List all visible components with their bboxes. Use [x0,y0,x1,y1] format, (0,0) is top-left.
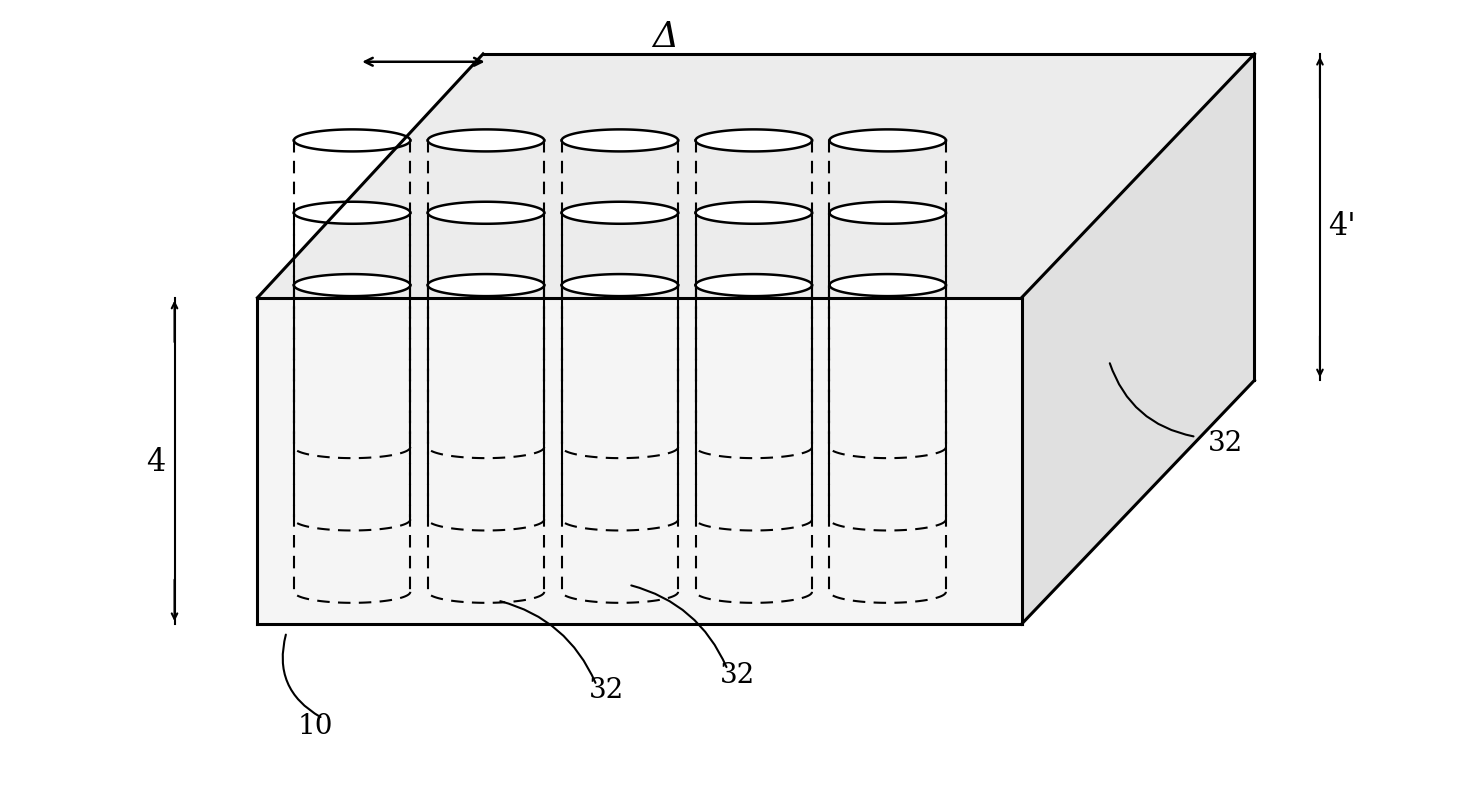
Polygon shape [294,129,411,151]
Text: 10: 10 [298,713,333,740]
Polygon shape [428,129,543,151]
Polygon shape [257,298,1021,624]
Polygon shape [695,129,812,151]
Polygon shape [830,274,945,296]
Polygon shape [561,129,678,151]
Polygon shape [428,274,543,296]
Text: 4: 4 [146,447,165,478]
Polygon shape [561,202,678,224]
Polygon shape [695,202,812,224]
Polygon shape [830,129,945,151]
Text: 32: 32 [589,677,624,704]
Text: 32: 32 [720,661,755,689]
Polygon shape [695,274,812,296]
Polygon shape [561,274,678,296]
Text: 32: 32 [1208,430,1243,457]
Polygon shape [830,202,945,224]
Polygon shape [428,202,543,224]
Polygon shape [294,202,411,224]
Polygon shape [294,274,411,296]
Text: 4': 4' [1328,211,1356,242]
Polygon shape [1021,54,1255,624]
Text: Δ: Δ [652,20,678,54]
Polygon shape [257,54,1255,298]
